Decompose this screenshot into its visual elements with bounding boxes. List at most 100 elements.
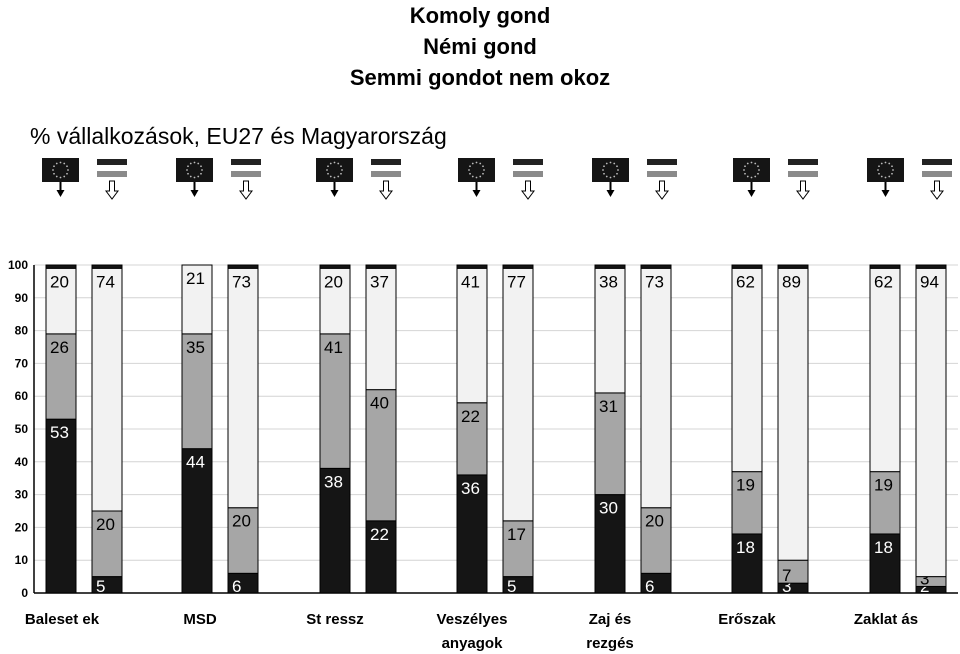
hu-stripe-top [513, 159, 543, 165]
category-label: Erőszak [718, 611, 776, 628]
arrow-outline [930, 180, 944, 200]
eu-star [197, 175, 200, 178]
hollow-down-arrow-icon [105, 180, 119, 200]
arrow-outline [796, 180, 810, 200]
bar-eu-4: 36 22 41 [456, 264, 488, 594]
solid-down-arrow-icon [190, 182, 199, 197]
y-tick-label: 100 [8, 258, 28, 272]
hu-stripe-top [231, 159, 261, 165]
eu-star [746, 162, 749, 165]
data-label-nemi: 22 [461, 407, 480, 426]
data-label-komoly: 5 [507, 577, 516, 596]
chart-subtitle: % vállalkozások, EU27 és Magyarország [30, 123, 447, 149]
hu-stripe-mid [371, 165, 401, 171]
data-label-nemi: 19 [874, 476, 893, 495]
segment-semmi [869, 267, 901, 473]
y-tick-label: 30 [15, 488, 29, 502]
eu-star [471, 162, 474, 165]
eu-star [186, 169, 188, 171]
segment-cap [227, 264, 259, 269]
segment-semmi [594, 267, 626, 394]
eu-star [333, 161, 336, 164]
eu-star [613, 162, 616, 165]
solid-down-arrow-icon [56, 182, 65, 197]
data-label-nemi: 40 [370, 394, 389, 413]
bar-hu-4: 5 17 77 [502, 264, 534, 596]
bar-hu-5: 6 20 73 [640, 264, 672, 596]
eu-star [605, 175, 608, 178]
eu-star [201, 169, 203, 171]
eu-star [605, 162, 608, 165]
hungary-flag-icon [788, 159, 818, 177]
hollow-down-arrow-icon [521, 180, 535, 200]
hu-stripe-top [97, 159, 127, 165]
hungary-flag-icon [647, 159, 677, 177]
arrow-outline [239, 180, 253, 200]
hu-stripe-top [647, 159, 677, 165]
bar-hu-3: 22 40 37 [365, 264, 397, 594]
segment-cap [365, 264, 397, 269]
hungary-flag-icon [922, 159, 952, 177]
data-label-komoly: 22 [370, 525, 389, 544]
data-label-semmi: 38 [599, 272, 618, 291]
solid-down-arrow-icon [330, 182, 339, 197]
eu-star [193, 176, 196, 179]
data-label-komoly: 3 [782, 577, 791, 596]
eu-star [475, 161, 478, 164]
segment-komoly [594, 494, 626, 594]
data-label-nemi: 31 [599, 397, 618, 416]
arrow-head [472, 190, 481, 197]
segment-semmi [319, 267, 351, 335]
hungary-flag-icon [513, 159, 543, 177]
segment-semmi [502, 267, 534, 522]
eu-star [892, 169, 894, 171]
segment-cap [456, 264, 488, 269]
eu-star [603, 165, 605, 168]
eu-star [341, 169, 343, 171]
eu-star [53, 172, 55, 175]
eu-star [757, 172, 759, 175]
hungary-flag-icon [97, 159, 127, 177]
data-label-semmi: 73 [645, 272, 664, 291]
hu-stripe-mid [922, 165, 952, 171]
data-label-semmi: 41 [461, 272, 480, 291]
solid-down-arrow-icon [472, 182, 481, 197]
data-label-semmi: 20 [50, 272, 69, 291]
segment-semmi [227, 267, 259, 509]
eu-star [609, 176, 612, 179]
hu-stripe-top [788, 159, 818, 165]
eu-star [337, 175, 340, 178]
data-label-nemi: 20 [645, 512, 664, 531]
y-tick-label: 50 [15, 422, 29, 436]
hungary-flag-icon [231, 159, 261, 177]
eu-star [200, 172, 202, 175]
segment-semmi [181, 264, 213, 335]
segment-nemi [365, 389, 397, 522]
bar-eu-2: 44 35 21 [181, 264, 213, 594]
hu-stripe-mid [788, 165, 818, 171]
eu-star [891, 172, 893, 175]
data-label-komoly: 38 [324, 472, 343, 491]
eu-star [193, 161, 196, 164]
category-label: St ressz [306, 611, 364, 628]
hu-stripe-bottom [513, 171, 543, 177]
hu-stripe-bottom [788, 171, 818, 177]
segment-komoly [319, 467, 351, 594]
eu-star [878, 165, 880, 168]
category-label: Zaklat ás [854, 611, 918, 628]
segment-komoly [365, 520, 397, 594]
eu-star [757, 165, 759, 168]
eu-flag-icon [592, 158, 629, 182]
eu-star [189, 175, 192, 178]
data-label-komoly: 53 [50, 423, 69, 442]
segment-cap [640, 264, 672, 269]
eu-flag-icon [176, 158, 213, 182]
data-label-nemi: 3 [920, 569, 929, 588]
eu-star [616, 172, 618, 175]
eu-star [744, 165, 746, 168]
eu-star [52, 169, 54, 171]
data-label-semmi: 89 [782, 272, 801, 291]
eu-star [326, 169, 328, 171]
data-label-nemi: 7 [782, 566, 791, 585]
hollow-down-arrow-icon [930, 180, 944, 200]
